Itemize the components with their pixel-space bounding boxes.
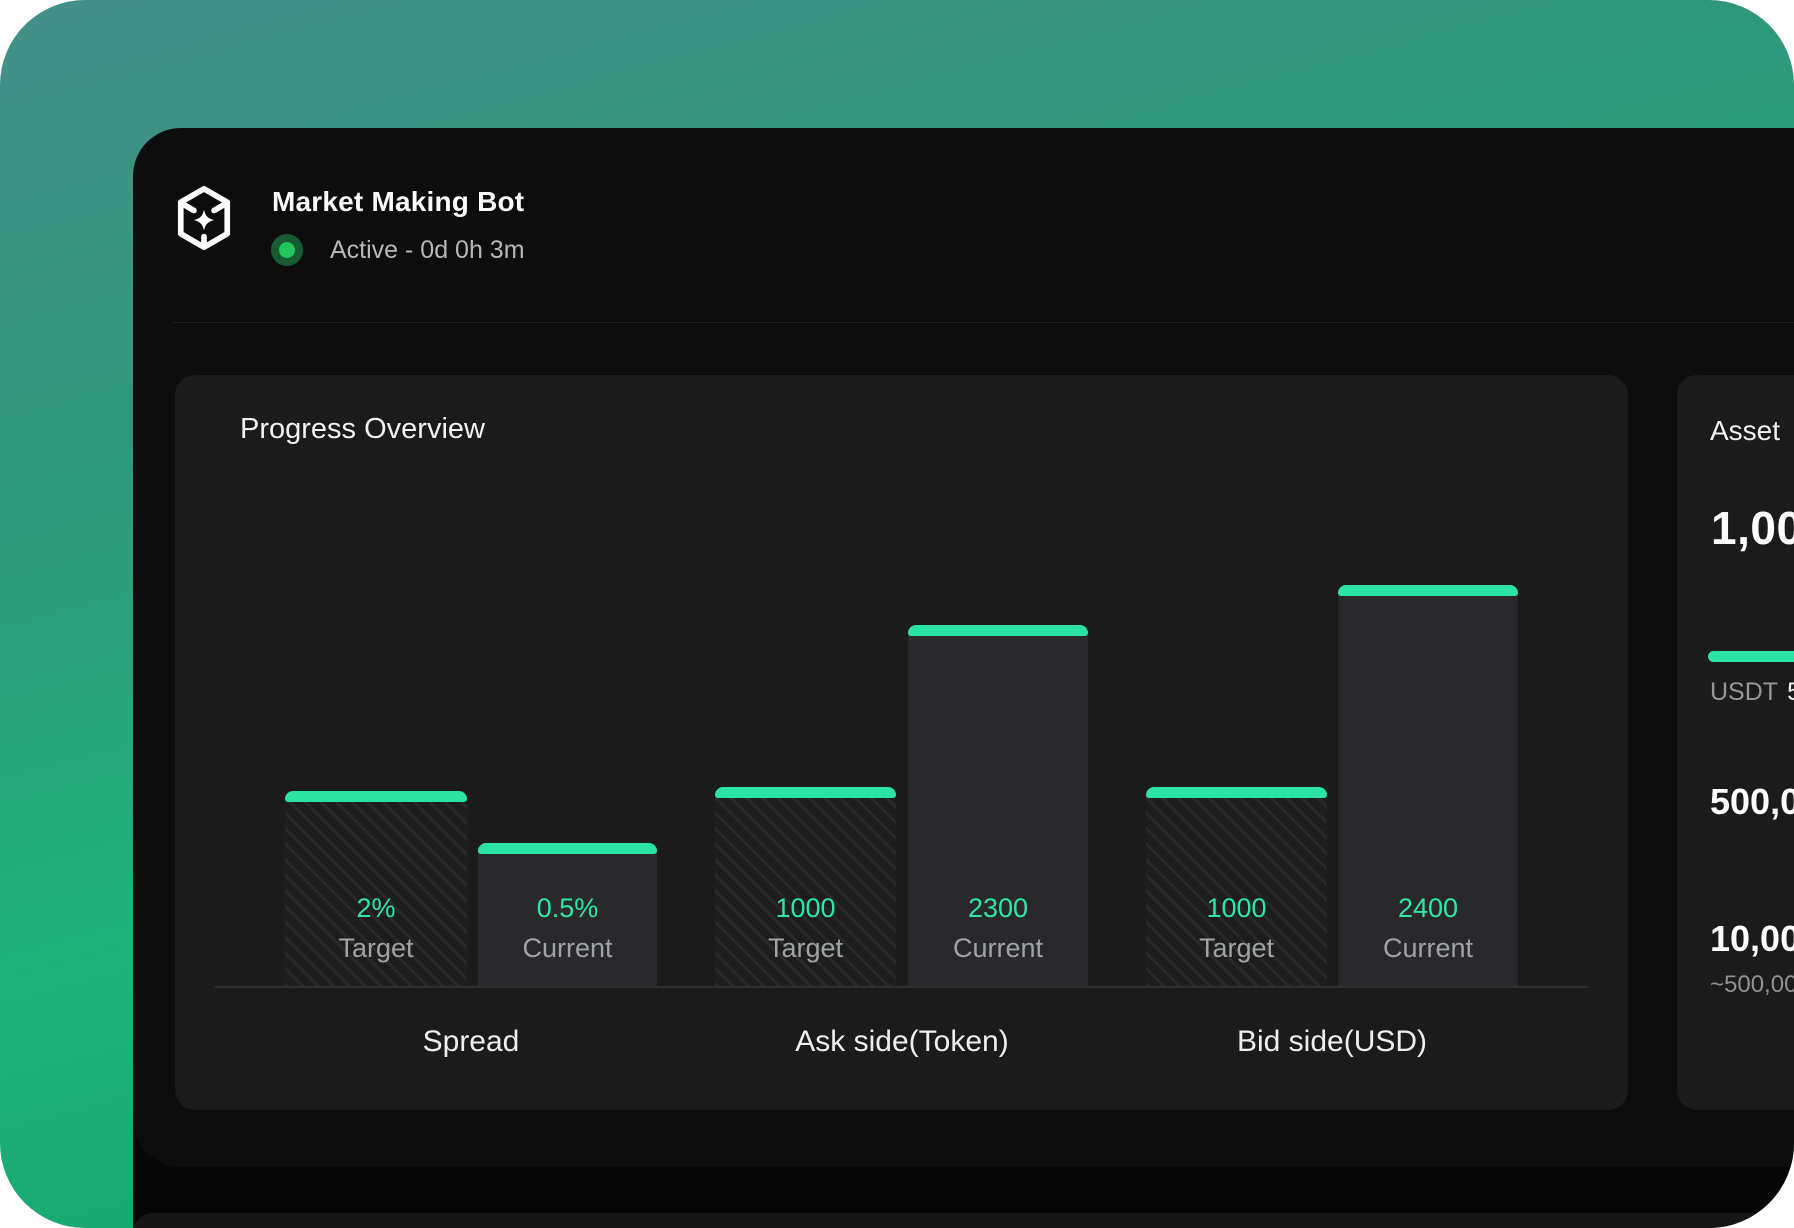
bar-cap [478,843,657,854]
category-label-ask-side: Ask side(Token) [795,1025,1009,1058]
bar-bid-current: 2400 Current [1338,585,1518,986]
status-text: Active - 0d 0h 3m [330,236,525,264]
bar-value: 2400 [1397,893,1459,923]
chart-baseline [215,986,1588,988]
asset-value-2: 500,0 [1710,781,1794,822]
bar-cap [908,625,1088,636]
chart-title: Progress Overview [240,413,485,445]
bar-series-label: Target [338,933,414,963]
status-dot-core [279,242,295,258]
bottom-card-peek [133,1213,1794,1228]
bar-cap [285,791,467,802]
progress-overview-card: Progress Overview 2% Target 0.5% Current… [175,375,1628,1110]
bar-value: 0.5% [536,893,599,923]
bar-ask-target: 1000 Target [715,787,896,986]
category-label-bid-side: Bid side(USD) [1236,1025,1428,1058]
bar-series-label: Current [1382,933,1474,963]
asset-value-3: 10,00 [1710,918,1794,959]
bar-cap [1146,787,1327,798]
bar-value: 1000 [775,893,836,923]
asset-usdt-row: USDT 5 [1710,678,1794,707]
bar-series-label: Target [767,933,844,963]
bar-cap [715,787,896,798]
bar-value: 2% [356,893,396,923]
cube-sparkle-icon [177,185,231,251]
bar-spread-current: 0.5% Current [478,843,657,986]
page-title: Market Making Bot [272,186,525,217]
bar-spread-target: 2% Target [285,791,467,986]
status-dot [271,234,303,266]
bar-series-label: Current [522,933,613,963]
asset-progress-bar [1708,651,1794,662]
asset-card-title: Asset [1710,415,1781,446]
bar-cap [1338,585,1518,596]
asset-usdt-label: USDT [1710,678,1779,706]
bar-series-label: Target [1198,933,1275,963]
bar-bid-target: 1000 Target [1146,787,1327,986]
asset-card: Asset 1,00 USDT 5 500,0 10,00 ~500,00 [1677,375,1794,1110]
bar-ask-current: 2300 Current [908,625,1088,986]
bar-value: 1000 [1206,893,1267,923]
header-divider [173,322,1794,323]
main-panel: Market Making Bot Active - 0d 0h 3m Prog… [133,128,1794,1167]
bar-value: 2300 [967,893,1029,923]
asset-value-3-sub: ~500,00 [1710,971,1794,998]
bar-series-label: Current [952,933,1044,963]
category-label-spread: Spread [422,1025,520,1058]
asset-usdt-value: 5 [1787,678,1794,706]
asset-total-value: 1,00 [1711,502,1794,554]
